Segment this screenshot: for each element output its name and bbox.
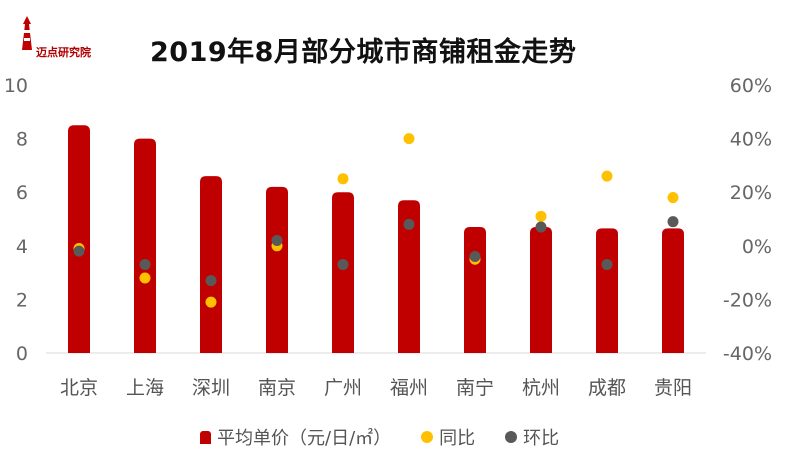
x-axis-category-label: 上海 xyxy=(126,377,164,399)
bar-price xyxy=(266,186,288,353)
logo-text: 迈点研究院 xyxy=(36,46,91,59)
legend-label-price: 平均单价（元/日/㎡） xyxy=(217,428,392,449)
chart-title: 2019年8月部分城市商铺租金走势 xyxy=(150,37,577,68)
left-axis-tick-label: 6 xyxy=(16,182,28,204)
right-axis-tick-label: -40% xyxy=(723,343,772,365)
x-axis-category-label: 南宁 xyxy=(456,377,494,399)
legend-label-mom: 环比 xyxy=(523,428,560,449)
dot-yoy xyxy=(535,210,547,222)
dot-mom xyxy=(601,259,613,271)
dot-mom xyxy=(271,234,283,246)
bar-price xyxy=(68,125,90,353)
dot-mom xyxy=(73,245,85,257)
right-axis-tick-label: -20% xyxy=(723,289,772,311)
bar-price xyxy=(530,227,552,353)
bar-price xyxy=(332,192,354,353)
x-axis-category-label: 深圳 xyxy=(192,377,230,399)
dot-yoy xyxy=(139,272,151,284)
dot-mom xyxy=(403,218,415,230)
legend-item-yoy: 同比 xyxy=(421,424,475,450)
x-axis-category-label: 杭州 xyxy=(522,377,560,399)
bar-price xyxy=(398,200,420,353)
right-axis-tick-label: 60% xyxy=(730,75,772,97)
dot-mom xyxy=(139,259,151,271)
bar-price xyxy=(134,138,156,353)
legend-swatch-yoy xyxy=(421,431,434,443)
right-axis-tick-label: 0% xyxy=(742,236,772,258)
legend-item-price: 平均单价（元/日/㎡） xyxy=(200,424,391,450)
bar-price xyxy=(464,227,486,353)
right-axis-tick-label: 20% xyxy=(730,182,772,204)
legend-item-mom: 环比 xyxy=(505,424,559,450)
dot-mom xyxy=(337,259,349,271)
dot-yoy xyxy=(601,170,613,182)
brand-logo: 迈点研究院 xyxy=(12,16,122,62)
left-axis-tick-label: 0 xyxy=(16,343,28,365)
legend-label-yoy: 同比 xyxy=(439,428,476,449)
left-axis-tick-label: 2 xyxy=(16,289,28,311)
chart-legend: 平均单价（元/日/㎡） 同比 环比 xyxy=(200,424,589,450)
x-axis-category-label: 贵阳 xyxy=(654,377,692,399)
left-axis-tick-label: 8 xyxy=(16,129,28,151)
x-axis-category-label: 成都 xyxy=(588,377,626,399)
dot-yoy xyxy=(667,192,679,204)
dot-mom xyxy=(205,275,217,287)
bar-price xyxy=(662,228,684,353)
bar-price xyxy=(200,176,222,353)
dot-yoy xyxy=(403,133,415,145)
dot-mom xyxy=(667,216,679,228)
left-axis-tick-label: 10 xyxy=(4,75,28,97)
x-axis-category-label: 北京 xyxy=(60,377,98,399)
x-axis-category-label: 福州 xyxy=(390,377,428,399)
x-axis-category-label: 南京 xyxy=(258,377,296,399)
x-axis-category-label: 广州 xyxy=(324,377,362,399)
right-axis-tick-label: 40% xyxy=(730,129,772,151)
dot-yoy xyxy=(205,296,217,308)
dot-mom xyxy=(535,221,547,233)
legend-swatch-mom xyxy=(505,431,518,443)
left-axis-tick-label: 4 xyxy=(16,236,28,258)
dot-mom xyxy=(469,251,481,263)
dot-yoy xyxy=(337,173,349,185)
legend-swatch-price xyxy=(200,430,211,444)
bar-price xyxy=(596,228,618,353)
